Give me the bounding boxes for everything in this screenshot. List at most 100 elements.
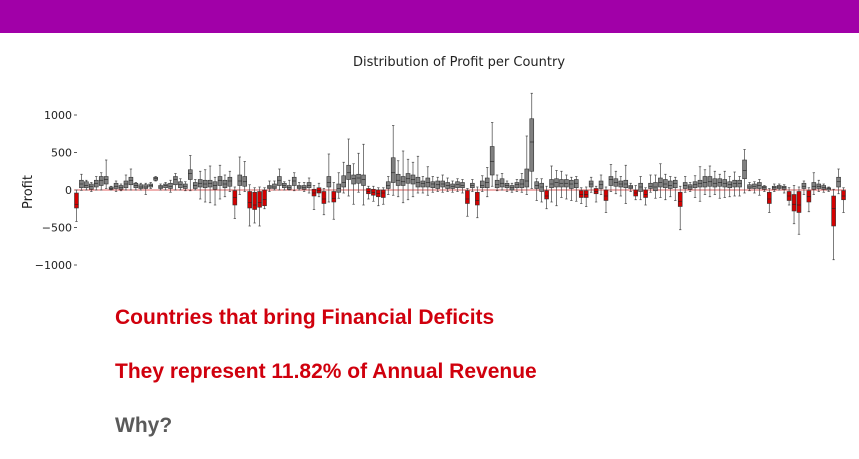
country-box <box>786 187 792 206</box>
country-box <box>306 177 312 194</box>
box-iqr <box>252 191 257 210</box>
country-box <box>316 182 322 198</box>
box-iqr <box>346 164 351 180</box>
country-box <box>183 181 188 192</box>
country-box <box>806 187 812 213</box>
country-box <box>633 185 638 201</box>
country-box <box>143 182 149 195</box>
country-box <box>192 179 198 191</box>
country-box <box>336 172 342 199</box>
box-iqr <box>583 190 589 198</box>
country-box <box>460 179 465 194</box>
country-box <box>158 183 163 191</box>
country-box <box>425 166 431 196</box>
box-iqr <box>791 194 797 212</box>
box-iqr <box>311 188 317 197</box>
box-iqr <box>519 179 525 189</box>
country-box <box>732 171 737 197</box>
country-box <box>405 158 411 201</box>
country-box <box>361 143 366 206</box>
country-box <box>242 161 248 192</box>
box-iqr <box>460 182 465 189</box>
y-axis-label: Profit <box>21 175 36 209</box>
box-iqr <box>603 189 609 201</box>
y-axis-ticks: 1000 500 0 −500 −1000 <box>35 109 77 272</box>
country-box <box>692 175 698 198</box>
country-box <box>346 138 351 197</box>
box-iqr <box>163 183 168 189</box>
box-iqr <box>242 176 248 187</box>
box-iqr <box>286 185 292 190</box>
y-tick-label: 1000 <box>44 109 72 122</box>
country-box <box>178 178 183 191</box>
box-iqr <box>608 176 614 186</box>
country-box <box>465 188 470 217</box>
country-box <box>697 166 703 202</box>
country-box <box>470 179 475 192</box>
country-box <box>821 183 827 193</box>
country-box <box>672 176 678 201</box>
country-box <box>504 180 510 192</box>
box-iqr <box>643 189 648 198</box>
country-box <box>564 174 569 200</box>
box-iqr <box>326 176 332 188</box>
country-box <box>113 180 119 192</box>
country-box <box>677 185 683 231</box>
box-iqr <box>831 195 836 227</box>
country-box <box>148 182 153 189</box>
box-iqr <box>361 174 366 186</box>
country-box <box>415 155 421 194</box>
box-iqr <box>143 184 149 189</box>
box-iqr <box>672 179 678 189</box>
box-iqr <box>836 176 841 188</box>
country-box <box>752 181 757 194</box>
box-iqr <box>702 176 708 188</box>
y-tick-label: −500 <box>42 222 72 235</box>
country-box <box>489 122 495 187</box>
country-box <box>529 92 535 189</box>
y-tick-label: 0 <box>65 184 72 197</box>
country-box <box>653 174 658 199</box>
box-iqr <box>534 181 539 189</box>
country-box <box>702 169 708 195</box>
box-iqr <box>385 181 391 189</box>
box-iqr <box>366 188 371 195</box>
box-iqr <box>712 178 718 188</box>
box-iqr <box>103 176 109 185</box>
box-iqr <box>376 189 381 198</box>
country-box <box>836 168 841 195</box>
country-box <box>801 180 807 195</box>
country-box <box>514 179 520 192</box>
country-box <box>301 182 307 192</box>
country-box <box>153 176 158 182</box>
country-box <box>385 176 391 195</box>
country-box <box>267 180 272 192</box>
country-box <box>93 176 99 191</box>
box-iqr <box>227 176 233 187</box>
country-box <box>356 152 361 193</box>
country-box <box>371 185 376 202</box>
country-box <box>133 182 139 191</box>
country-box <box>291 172 297 192</box>
country-box <box>410 161 416 198</box>
box-iqr <box>84 181 89 189</box>
box-iqr <box>806 190 812 203</box>
country-box <box>173 173 178 191</box>
revenue-share-headline: They represent 11.82% of Annual Revenue <box>115 360 537 383</box>
country-box <box>188 155 193 192</box>
country-box <box>232 186 238 219</box>
y-tick-label: 500 <box>51 147 72 160</box>
country-box <box>593 185 599 203</box>
country-box <box>207 165 213 204</box>
box-iqr <box>811 182 817 190</box>
country-box <box>618 176 624 197</box>
country-box <box>455 178 460 192</box>
box-iqr <box>544 190 549 200</box>
box-iqr <box>336 183 342 193</box>
box-iqr <box>217 176 223 186</box>
box-iqr <box>415 176 421 188</box>
country-box <box>578 187 584 204</box>
box-iqr <box>232 190 238 206</box>
country-box <box>341 161 346 194</box>
box-iqr <box>648 182 653 189</box>
